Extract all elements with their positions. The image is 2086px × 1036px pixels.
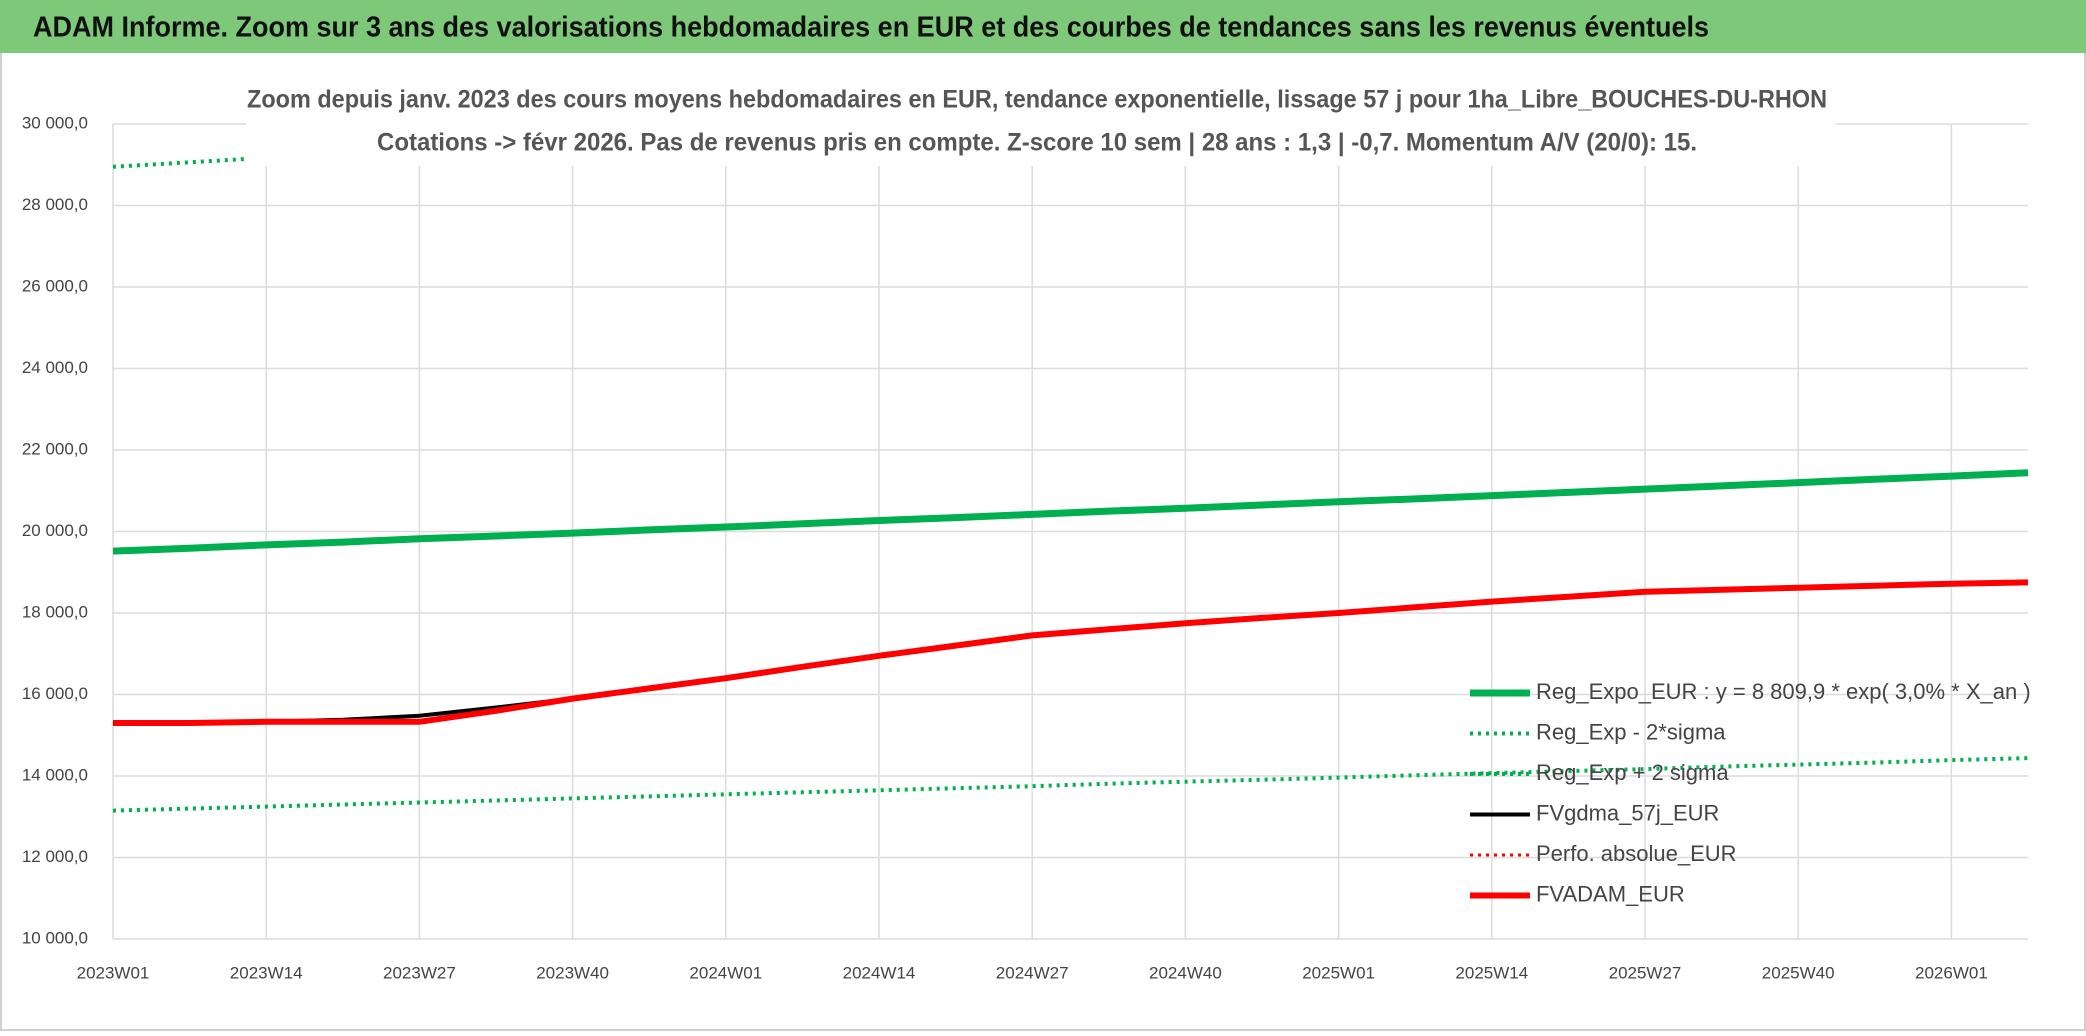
x-tick-label: 2023W27 (383, 963, 456, 982)
y-tick-label: 24 000,0 (22, 358, 88, 377)
chart-subtitle: Cotations -> févr 2026. Pas de revenus p… (377, 129, 1697, 157)
x-tick-label: 2024W14 (843, 963, 916, 982)
legend-label: FVgdma_57j_EUR (1536, 800, 1719, 825)
legend: Reg_Expo_EUR : y = 8 809,9 * exp( 3,0% *… (1470, 679, 2031, 906)
y-tick-label: 26 000,0 (22, 276, 88, 295)
y-tick-label: 22 000,0 (22, 439, 88, 458)
header-title: ADAM Informe. Zoom sur 3 ans des valoris… (33, 12, 1709, 44)
series-line (113, 579, 2029, 726)
grid: 10 000,0 12 000,0 14 000,0 16 000,0 18 000,0… (22, 113, 2028, 982)
x-tick-label: 2024W01 (689, 963, 762, 982)
plot-lines (113, 124, 2029, 813)
series-line (113, 469, 2029, 555)
y-tick-label: 12 000,0 (22, 847, 88, 866)
y-tick-label: 30 000,0 (22, 113, 88, 132)
x-tick-label: 2023W40 (536, 963, 609, 982)
header-bar (0, 0, 2086, 53)
x-tick-label: 2025W27 (1609, 963, 1682, 982)
legend-label: Reg_Exp - 2*sigma (1536, 719, 1726, 744)
x-tick-label: 2026W01 (1915, 963, 1988, 982)
legend-label: FVADAM_EUR (1536, 881, 1685, 906)
x-tick-label: 2025W01 (1302, 963, 1375, 982)
y-tick-label: 18 000,0 (22, 602, 88, 621)
x-tick-label: 2025W40 (1762, 963, 1835, 982)
y-tick-label: 20 000,0 (22, 521, 88, 540)
chart-title: Zoom depuis janv. 2023 des cours moyens … (247, 86, 1827, 114)
x-tick-label: 2023W14 (230, 963, 303, 982)
title-backdrop (246, 80, 1836, 166)
y-tick-label: 16 000,0 (22, 684, 88, 703)
x-tick-label: 2024W27 (996, 963, 1069, 982)
legend-label: Reg_Expo_EUR : y = 8 809,9 * exp( 3,0% *… (1536, 679, 2031, 704)
x-tick-label: 2024W40 (1149, 963, 1222, 982)
y-tick-label: 14 000,0 (22, 765, 88, 784)
x-tick-label: 2023W01 (77, 963, 150, 982)
y-tick-label: 10 000,0 (22, 928, 88, 947)
legend-label: Reg_Exp + 2 sigma (1536, 760, 1729, 785)
x-tick-label: 2025W14 (1455, 963, 1528, 982)
legend-label: Perfo. absolue_EUR (1536, 841, 1737, 866)
y-tick-label: 28 000,0 (22, 195, 88, 214)
